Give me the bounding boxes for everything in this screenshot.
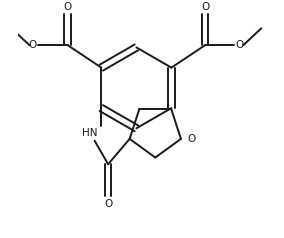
Text: O: O xyxy=(104,198,112,208)
Text: O: O xyxy=(29,40,37,50)
Text: O: O xyxy=(188,134,196,144)
Text: O: O xyxy=(64,2,72,12)
Text: O: O xyxy=(201,2,209,12)
Text: HN: HN xyxy=(82,128,98,138)
Text: O: O xyxy=(236,40,244,50)
